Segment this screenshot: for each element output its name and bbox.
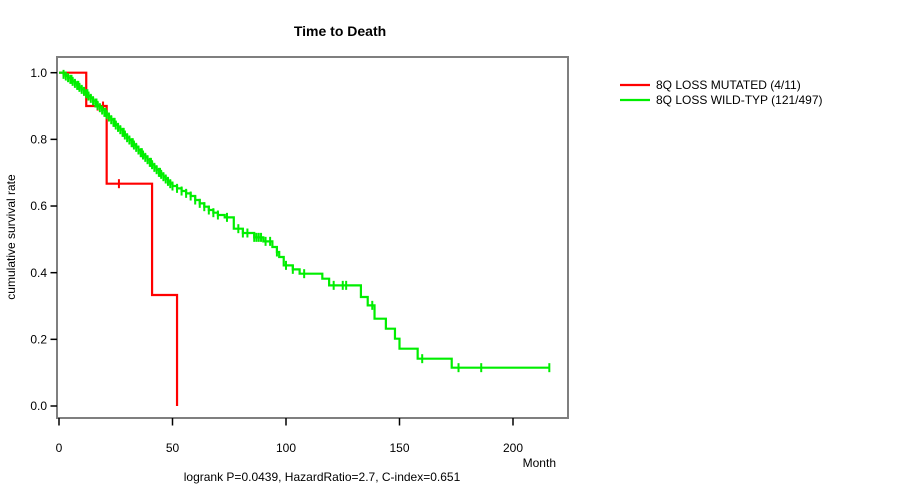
y-tick-label: 0.4 xyxy=(30,266,47,280)
x-tick-label: 0 xyxy=(56,441,63,455)
x-axis-label: Month xyxy=(523,456,556,470)
plot-frame xyxy=(56,56,569,419)
km-curve-wildtype xyxy=(59,69,551,373)
y-axis-label: cumulative survival rate xyxy=(4,174,18,300)
y-tick-label: 1.0 xyxy=(30,66,47,80)
x-tick-label: 100 xyxy=(276,441,296,455)
x-tick-label: 200 xyxy=(503,441,523,455)
y-tick-label: 0.0 xyxy=(30,399,47,413)
y-tick-label: 0.2 xyxy=(30,333,47,347)
x-tick-label: 150 xyxy=(389,441,409,455)
y-tick-label: 0.8 xyxy=(30,133,47,147)
plot-title: Time to Death xyxy=(294,23,386,39)
survival-step-line xyxy=(59,71,179,406)
legend: 8Q LOSS MUTATED (4/11) 8Q LOSS WILD-TYP … xyxy=(620,78,823,107)
stats-caption: logrank P=0.0439, HazardRatio=2.7, C-ind… xyxy=(184,470,461,484)
y-tick-label: 0.6 xyxy=(30,199,47,213)
legend-label-mutated: 8Q LOSS MUTATED (4/11) xyxy=(656,78,801,92)
axes: 0 50 100 150 200 0.0 0.2 0.4 0.6 0.8 1.0 xyxy=(30,66,523,455)
legend-label-wildtype: 8Q LOSS WILD-TYP (121/497) xyxy=(656,93,823,107)
x-tick-label: 50 xyxy=(166,441,180,455)
survival-curves xyxy=(59,69,551,406)
km-curve-mutated xyxy=(59,71,179,406)
survival-step-line xyxy=(59,71,550,369)
